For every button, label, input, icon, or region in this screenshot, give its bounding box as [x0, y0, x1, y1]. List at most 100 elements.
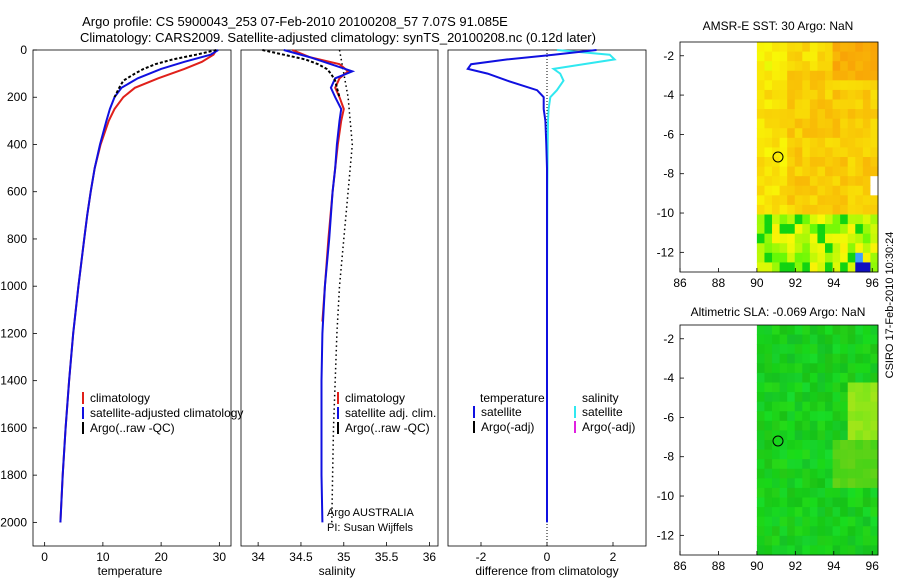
- sst-cell: [809, 70, 818, 81]
- sst-cell: [772, 204, 781, 215]
- sla-cell: [862, 325, 871, 336]
- sst-cell: [817, 252, 826, 263]
- sla-cell: [817, 430, 826, 441]
- sla-cell: [779, 545, 788, 556]
- sla-cell: [756, 363, 765, 374]
- sst-cell: [802, 51, 811, 62]
- sst-cell: [847, 214, 856, 225]
- sst-cell: [862, 224, 871, 235]
- sla-cell: [825, 325, 834, 336]
- sla-map-ytick-label: -12: [657, 528, 675, 542]
- sst-cell: [832, 157, 841, 168]
- sst-cell: [794, 118, 803, 129]
- sst-cell: [779, 252, 788, 263]
- sla-cell: [779, 516, 788, 527]
- sst-cell: [870, 70, 879, 81]
- sst-cell: [787, 243, 796, 254]
- sst-cell: [779, 147, 788, 158]
- sst-cell: [764, 61, 773, 72]
- sst-cell: [809, 233, 818, 244]
- sla-cell: [825, 516, 834, 527]
- sla-cell: [756, 401, 765, 412]
- sst-cell: [756, 185, 765, 196]
- sla-cell: [809, 545, 818, 556]
- sst-cell: [825, 118, 834, 129]
- sla-cell: [779, 325, 788, 336]
- sla-cell: [756, 497, 765, 508]
- sst-cell: [764, 252, 773, 263]
- sla-cell: [802, 363, 811, 374]
- sst-cell: [870, 147, 879, 158]
- sla-cell: [794, 430, 803, 441]
- sst-cell: [832, 204, 841, 215]
- sla-cell: [779, 363, 788, 374]
- sla-cell: [787, 344, 796, 355]
- sla-cell: [825, 487, 834, 498]
- sla-cell: [756, 487, 765, 498]
- sst-cell: [840, 128, 849, 139]
- sla-cell: [847, 430, 856, 441]
- sla-cell: [817, 325, 826, 336]
- sla-cell: [772, 353, 781, 364]
- sla-cell: [809, 392, 818, 403]
- sst-cell: [870, 195, 879, 206]
- sla-cell: [764, 411, 773, 422]
- sla-map-ytick-label: -8: [663, 450, 674, 464]
- sst-map-ytick-label: -8: [663, 167, 674, 181]
- sst-cell: [825, 109, 834, 120]
- sla-cell: [847, 468, 856, 479]
- sst-cell: [794, 70, 803, 81]
- sst-cell: [764, 224, 773, 235]
- sla-cell: [809, 516, 818, 527]
- sla-map-ytick-label: -2: [663, 332, 674, 346]
- sla-map-title: Altimetric SLA: -0.069 Argo: NaN: [691, 305, 866, 319]
- sst-cell: [870, 243, 879, 254]
- sla-cell: [802, 497, 811, 508]
- sst-cell: [802, 233, 811, 244]
- sst-cell: [756, 109, 765, 120]
- sst-cell: [832, 109, 841, 120]
- sst-map-xtick-label: 86: [673, 276, 687, 290]
- sla-cell: [787, 363, 796, 374]
- sla-cell: [840, 344, 849, 355]
- sla-cell: [832, 478, 841, 489]
- sst-cell: [870, 61, 879, 72]
- sal-reference-line: [331, 49, 354, 523]
- sla-cell: [847, 401, 856, 412]
- sla-cell: [802, 535, 811, 546]
- sla-cell: [862, 459, 871, 470]
- sla-cell: [779, 334, 788, 345]
- sla-cell: [787, 449, 796, 460]
- sst-cell: [779, 70, 788, 81]
- sst-cell: [840, 99, 849, 110]
- sla-cell: [802, 392, 811, 403]
- sla-cell: [794, 526, 803, 537]
- sst-map-panel: AMSR-E SST: 30 Argo: NaN 86 88 90 92 94 96 -2 -…: [657, 19, 880, 290]
- sst-cell: [855, 128, 864, 139]
- sst-cell: [832, 166, 841, 177]
- sla-cell: [825, 382, 834, 393]
- sla-cell: [779, 344, 788, 355]
- sst-cell: [847, 109, 856, 120]
- sla-cell: [764, 430, 773, 441]
- sst-cell: [779, 185, 788, 196]
- sst-cell: [756, 80, 765, 91]
- sla-cell: [809, 344, 818, 355]
- sst-cell: [862, 166, 871, 177]
- sst-cell: [779, 128, 788, 139]
- sla-cell: [764, 449, 773, 460]
- sla-cell: [779, 526, 788, 537]
- sla-cell: [809, 459, 818, 470]
- sla-cell: [802, 516, 811, 527]
- legend-sal-satellite-diff: satellite: [582, 405, 623, 419]
- sla-cell: [870, 526, 879, 537]
- sla-cell: [817, 545, 826, 556]
- sla-cell: [825, 545, 834, 556]
- sla-cell: [855, 344, 864, 355]
- sst-cell: [756, 51, 765, 62]
- sst-cell: [870, 157, 879, 168]
- diff-xtick-label: -2: [476, 550, 487, 564]
- sst-cell: [862, 147, 871, 158]
- sst-cell: [772, 252, 781, 263]
- sla-cell: [764, 392, 773, 403]
